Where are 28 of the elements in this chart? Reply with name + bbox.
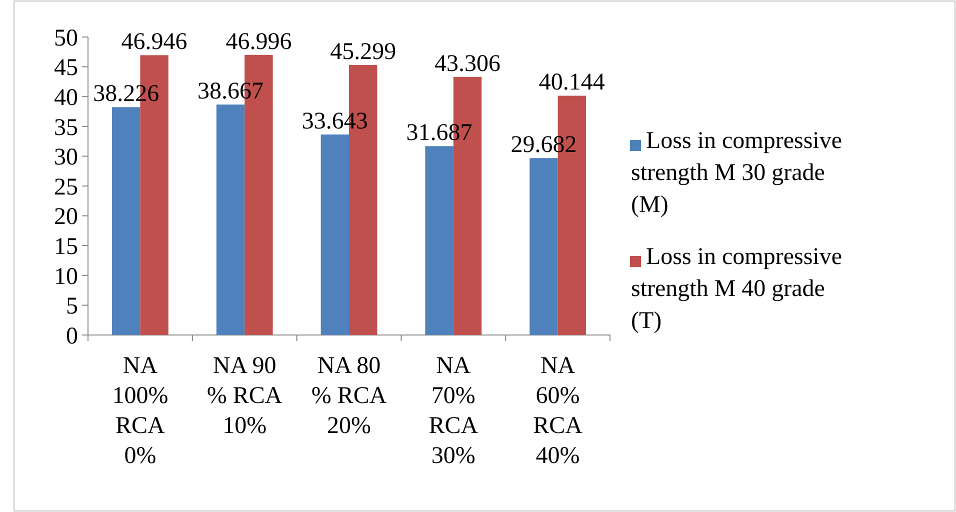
y-tick-label: 5	[66, 294, 78, 320]
y-tick-label: 40	[54, 85, 78, 111]
bar	[320, 134, 349, 335]
y-tick-label: 50	[54, 25, 78, 52]
x-tick-label: NA 80 % RCA 20%	[311, 353, 388, 439]
data-label: 46.996	[226, 28, 292, 55]
x-tick-label: NA 60% RCA 40%	[533, 353, 584, 469]
y-tick-label: 15	[54, 234, 78, 260]
y-tick-label: 25	[54, 174, 78, 200]
data-label: 45.299	[330, 39, 396, 66]
y-tick-label: 10	[54, 264, 78, 290]
x-tick-label: NA 90 % RCA 10%	[206, 353, 283, 439]
data-label: 46.946	[121, 29, 188, 56]
bar	[530, 158, 558, 335]
y-tick-label: 0	[66, 323, 78, 350]
y-tick-label: 35	[54, 114, 78, 141]
legend-label: Loss in compressive strength M 40 grade (T)	[631, 244, 842, 334]
x-tick-label: NA 100% RCA 0%	[112, 353, 168, 469]
bar	[112, 107, 140, 335]
y-tick-label: 30	[54, 144, 78, 171]
y-tick-label: 45	[54, 55, 78, 82]
y-tick-label: 20	[54, 204, 78, 230]
legend-label: Loss in compressive strength M 30 grade (M)	[631, 128, 842, 218]
data-label: 43.306	[434, 50, 500, 77]
data-label: 40.144	[538, 70, 605, 96]
bar	[216, 104, 245, 335]
bar	[425, 146, 454, 335]
x-tick-label: NA 70% RCA 30%	[428, 353, 479, 469]
